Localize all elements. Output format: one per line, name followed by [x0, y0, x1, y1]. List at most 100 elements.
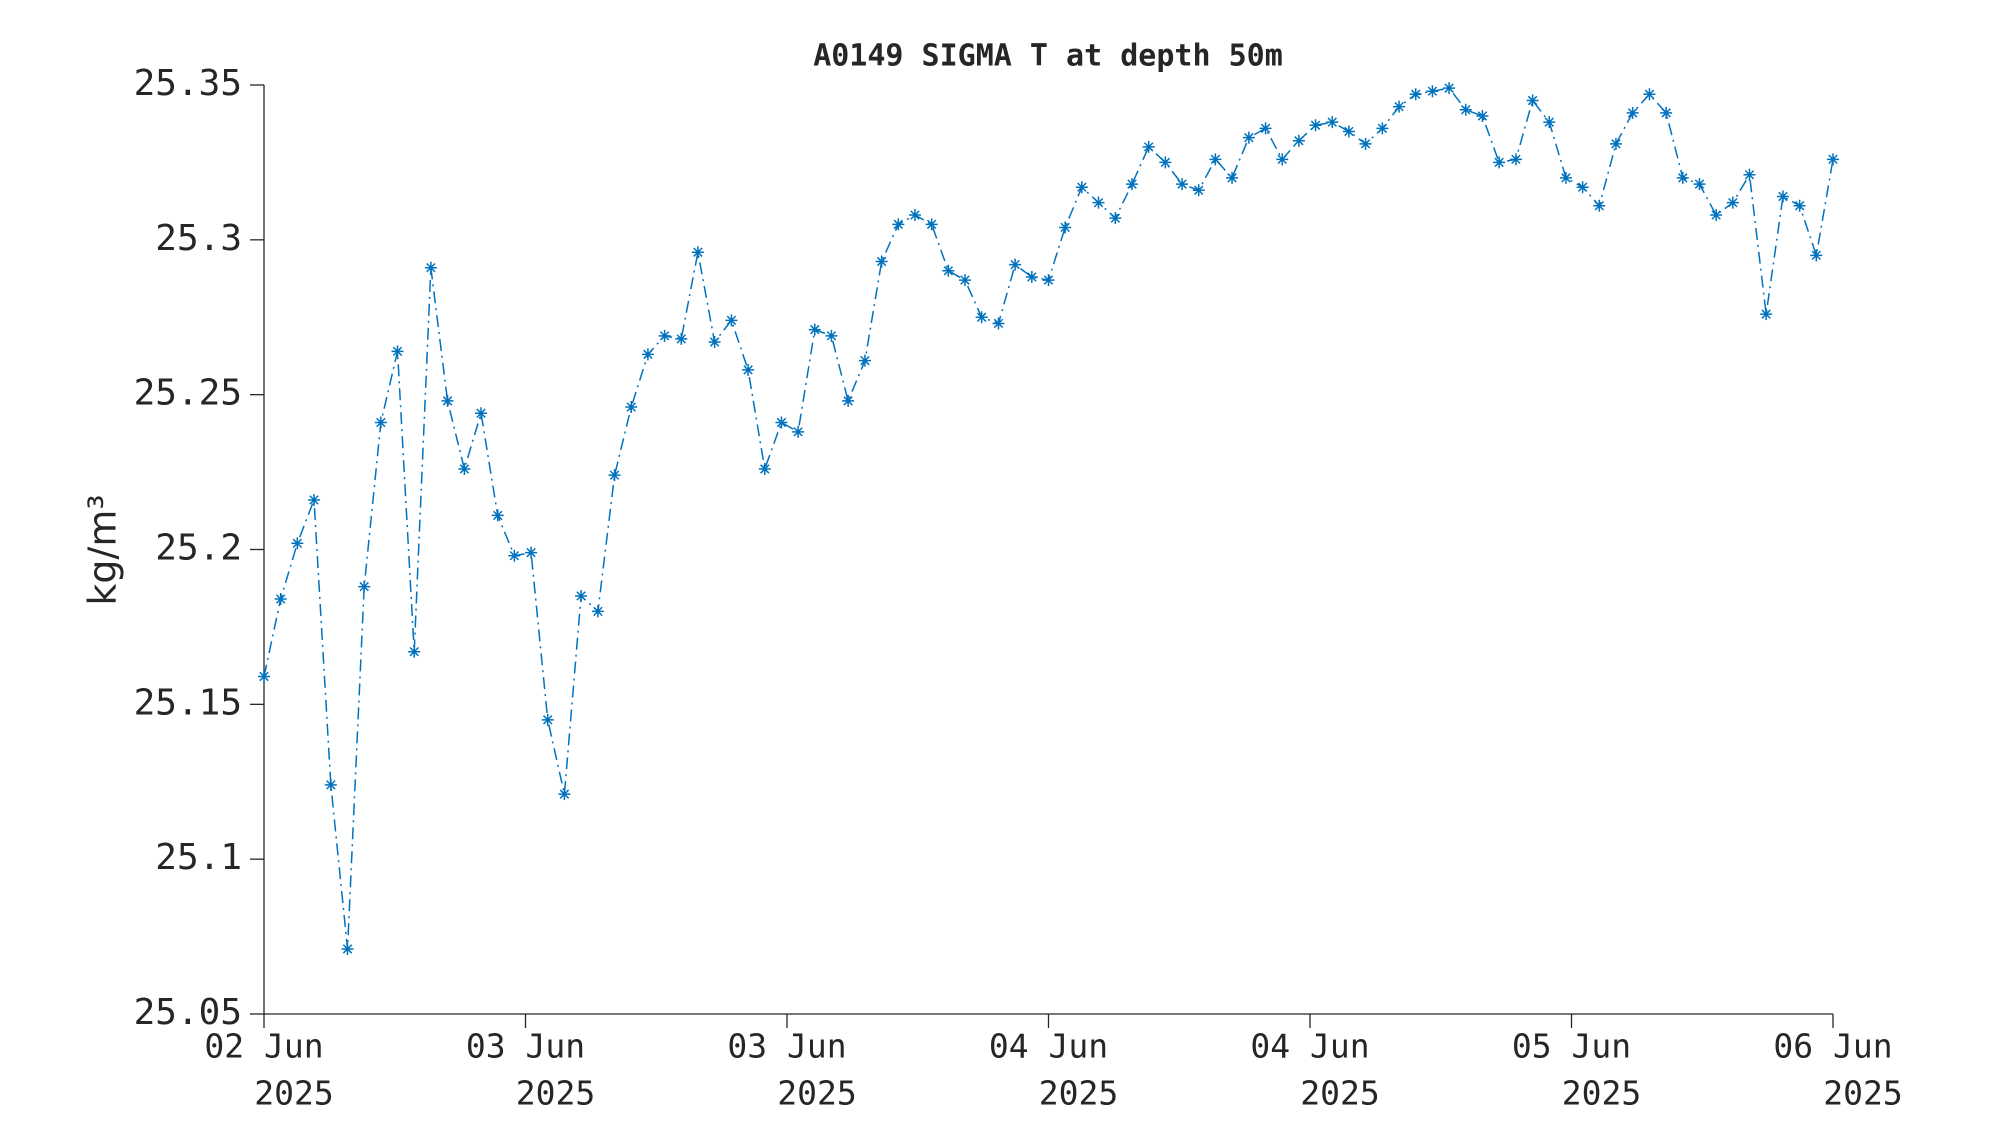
y-tick-label: 25.1 — [155, 837, 242, 878]
data-marker — [1660, 106, 1673, 119]
data-marker — [558, 788, 571, 801]
data-marker — [575, 589, 588, 602]
y-tick-label: 25.3 — [155, 218, 242, 259]
data-marker — [875, 255, 888, 268]
data-marker — [1042, 274, 1055, 287]
data-marker — [391, 345, 404, 358]
data-marker — [1693, 178, 1706, 191]
data-marker — [742, 363, 755, 376]
data-marker — [992, 317, 1005, 330]
data-marker — [1760, 308, 1773, 321]
y-tick-label: 25.35 — [134, 63, 242, 104]
data-marker — [892, 218, 905, 231]
data-marker — [1159, 156, 1172, 169]
x-tick-label: 2025 — [1039, 1074, 1118, 1113]
data-marker — [1409, 88, 1422, 101]
data-marker — [291, 537, 304, 550]
data-marker — [341, 942, 354, 955]
data-marker — [1476, 109, 1489, 122]
data-marker — [1626, 106, 1639, 119]
data-marker — [1526, 94, 1539, 107]
data-marker — [1459, 103, 1472, 116]
data-marker — [675, 332, 688, 345]
x-tick-label: 2025 — [516, 1074, 595, 1113]
data-marker — [1075, 181, 1088, 194]
data-marker — [1443, 82, 1456, 95]
x-tick-label: 04 Jun — [1250, 1027, 1369, 1066]
data-marker — [308, 493, 321, 506]
data-marker — [608, 469, 621, 482]
x-tick-label: 2025 — [1300, 1074, 1379, 1113]
data-marker — [1559, 171, 1572, 184]
data-marker — [1509, 153, 1522, 166]
data-marker — [441, 394, 454, 407]
data-marker — [1126, 178, 1139, 191]
data-marker — [424, 261, 437, 274]
data-marker — [1209, 153, 1222, 166]
y-tick-label: 25.15 — [134, 682, 242, 723]
data-marker — [775, 416, 788, 429]
data-marker — [1593, 199, 1606, 212]
data-marker — [1176, 178, 1189, 191]
data-marker — [792, 425, 805, 438]
data-marker — [541, 713, 554, 726]
data-marker — [1025, 270, 1038, 283]
data-marker — [1376, 122, 1389, 135]
data-marker — [1426, 85, 1439, 98]
data-marker — [458, 462, 471, 475]
data-marker — [491, 509, 504, 522]
data-marker — [691, 246, 704, 259]
x-tick-label: 03 Jun — [466, 1027, 585, 1066]
data-marker — [858, 354, 871, 367]
data-marker — [641, 348, 654, 361]
data-marker — [708, 336, 721, 349]
data-marker — [475, 407, 488, 420]
x-tick-label: 2025 — [1562, 1074, 1641, 1113]
x-tick-label: 2025 — [777, 1074, 856, 1113]
data-marker — [925, 218, 938, 231]
chart-title: A0149 SIGMA T at depth 50m — [813, 39, 1283, 74]
data-marker — [975, 311, 988, 324]
data-marker — [1810, 249, 1823, 262]
data-marker — [842, 394, 855, 407]
y-tick-label: 25.25 — [134, 373, 242, 414]
data-marker — [1226, 171, 1239, 184]
data-marker — [1743, 168, 1756, 181]
y-tick-label: 25.05 — [134, 992, 242, 1033]
data-marker — [1292, 134, 1305, 147]
data-marker — [1576, 181, 1589, 194]
data-marker — [825, 329, 838, 342]
data-marker — [1827, 153, 1839, 166]
data-marker — [1543, 116, 1556, 129]
data-marker — [1342, 125, 1355, 138]
data-marker — [1609, 137, 1622, 150]
data-marker — [274, 593, 287, 606]
data-marker — [725, 314, 738, 327]
data-marker — [1776, 190, 1789, 203]
data-marker — [374, 416, 387, 429]
data-marker — [1059, 221, 1072, 234]
x-tick-label: 05 Jun — [1512, 1027, 1631, 1066]
x-tick-label: 2025 — [1823, 1074, 1902, 1113]
data-marker — [1309, 119, 1322, 132]
data-marker — [1493, 156, 1506, 169]
data-marker — [1393, 100, 1406, 113]
data-marker — [1142, 140, 1155, 153]
x-tick-label: 02 Jun — [204, 1027, 323, 1066]
data-marker — [1242, 131, 1255, 144]
data-marker — [1710, 209, 1723, 222]
data-marker — [1109, 212, 1122, 225]
y-tick-label: 25.2 — [155, 528, 242, 569]
x-tick-label: 03 Jun — [727, 1027, 846, 1066]
data-marker — [408, 645, 421, 658]
x-tick-label: 04 Jun — [989, 1027, 1108, 1066]
data-marker — [1643, 88, 1656, 101]
data-marker — [1793, 199, 1806, 212]
x-tick-label: 2025 — [254, 1074, 333, 1113]
y-axis-label: kg/m³ — [81, 494, 125, 605]
data-marker — [324, 778, 337, 791]
data-marker — [658, 329, 671, 342]
data-marker — [1276, 153, 1289, 166]
